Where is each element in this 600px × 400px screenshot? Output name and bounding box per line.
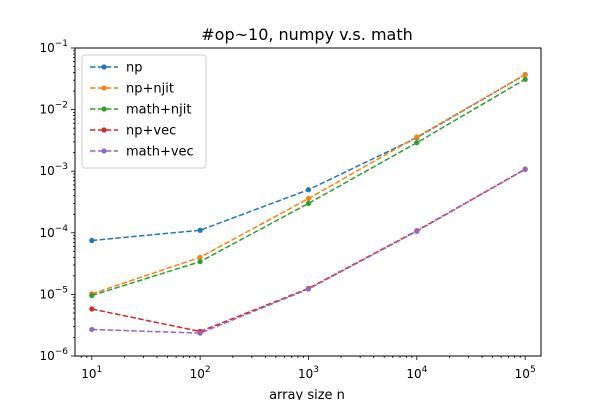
legend-label: np+vec xyxy=(126,124,176,139)
legend-item: math+vec xyxy=(90,145,194,160)
x-tick-label: 103 xyxy=(298,365,319,381)
legend-box xyxy=(81,54,207,169)
legend: np np+njit math+njit np+vec math+vec xyxy=(81,54,207,169)
y-axis: 10−6 10−5 10−4 10−3 10−2 10−1 xyxy=(39,39,75,363)
legend-label: np xyxy=(126,61,143,76)
data-point xyxy=(522,166,528,172)
data-point xyxy=(197,259,203,265)
data-point xyxy=(89,326,95,333)
x-tick-label: 104 xyxy=(406,365,427,381)
legend-item: np+njit xyxy=(90,82,174,97)
y-tick-label: 10−5 xyxy=(39,285,68,301)
y-tick-label: 10−1 xyxy=(39,39,68,55)
y-tick-label: 10−2 xyxy=(39,101,68,117)
legend-marker xyxy=(101,64,107,70)
data-point xyxy=(522,72,528,78)
data-point xyxy=(522,76,528,82)
legend-marker xyxy=(101,85,107,91)
plot-area xyxy=(89,72,528,336)
data-point xyxy=(197,254,203,260)
series-math-njit xyxy=(89,76,528,299)
data-point xyxy=(89,237,95,244)
x-tick-label: 101 xyxy=(81,365,102,381)
legend-marker xyxy=(101,127,107,133)
legend-item: math+njit xyxy=(90,103,191,118)
legend-marker xyxy=(101,106,107,112)
legend-label: math+njit xyxy=(126,103,191,118)
legend-marker xyxy=(101,148,107,154)
y-tick-label: 10−6 xyxy=(39,347,68,363)
x-tick-label: 105 xyxy=(515,365,536,381)
x-tick-label: 102 xyxy=(190,365,211,381)
legend-label: math+vec xyxy=(126,145,194,160)
data-point xyxy=(414,140,420,146)
axes-frame xyxy=(74,47,542,357)
series-line xyxy=(91,78,526,297)
chart-title: #op~10, numpy v.s. math xyxy=(201,25,413,44)
x-axis: 101 102 103 104 105 xyxy=(80,356,536,381)
y-tick-label: 10−3 xyxy=(39,162,68,178)
data-point xyxy=(89,292,95,299)
legend-item: np xyxy=(90,61,143,76)
data-point xyxy=(305,195,312,202)
data-point xyxy=(414,228,420,234)
series-np-njit xyxy=(89,72,528,297)
data-point xyxy=(197,227,203,233)
data-point xyxy=(305,200,312,207)
legend-label: np+njit xyxy=(126,82,174,97)
data-point xyxy=(305,286,312,292)
data-point xyxy=(89,306,95,312)
x-axis-label: array size n xyxy=(269,388,345,400)
data-point xyxy=(197,330,203,336)
data-point xyxy=(305,187,312,193)
series-math-vec xyxy=(89,166,528,336)
legend-item: np+vec xyxy=(90,124,176,139)
y-tick-label: 10−4 xyxy=(39,224,68,240)
data-point xyxy=(414,134,420,140)
